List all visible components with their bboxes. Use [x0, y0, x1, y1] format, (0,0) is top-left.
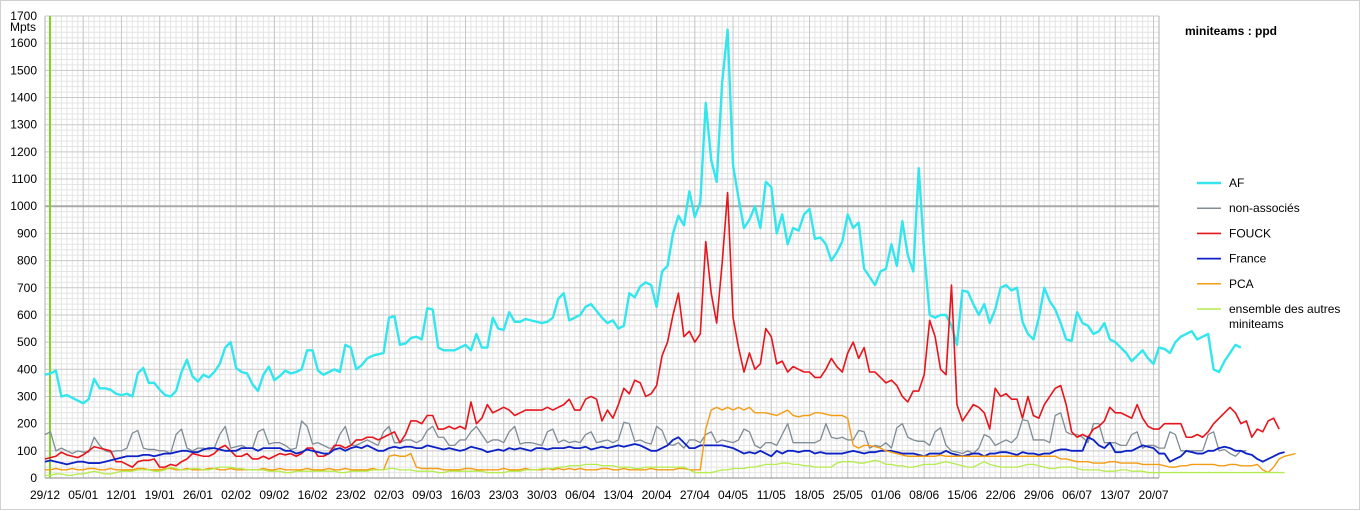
x-tick-label: 09/02	[259, 488, 289, 502]
x-tick-label: 20/04	[642, 488, 672, 502]
legend: AF non-associés FOUCK France PCA ensemble des…	[1197, 176, 1340, 331]
y-tick-label: 1700	[10, 9, 37, 23]
y-tick-label: 300	[17, 389, 37, 403]
y-tick-label: 500	[17, 335, 37, 349]
y-tick-label: 1400	[10, 91, 37, 105]
legend-label: miniteams	[1229, 317, 1284, 331]
y-tick-label: 800	[17, 254, 37, 268]
legend-label: France	[1229, 252, 1267, 266]
x-tick-label: 02/03	[374, 488, 404, 502]
legend-label: AF	[1229, 176, 1244, 190]
y-tick-label: 1500	[10, 63, 37, 77]
x-tick-label: 25/05	[833, 488, 863, 502]
series-line-5	[45, 459, 1285, 476]
y-tick-label: 900	[17, 226, 37, 240]
y-tick-label: 700	[17, 281, 37, 295]
y-tick-label: 100	[17, 444, 37, 458]
y-tick-label: 1300	[10, 118, 37, 132]
legend-label: ensemble des autres	[1229, 302, 1340, 316]
y-axis-title: Mpts	[10, 20, 36, 34]
grid-layer	[45, 15, 1159, 478]
series-line-2	[44, 191, 1280, 468]
x-tick-label: 09/03	[412, 488, 442, 502]
legend-label: non-associés	[1229, 201, 1300, 215]
x-tick-label: 26/01	[183, 488, 213, 502]
series-layer	[44, 28, 1296, 476]
x-tick-label: 11/05	[757, 488, 786, 502]
y-tick-label: 1100	[11, 172, 37, 186]
x-tick-label: 16/03	[450, 488, 480, 502]
chart-title: miniteams : ppd	[1185, 24, 1277, 38]
series-line-1	[44, 412, 1247, 457]
y-tick-label: 1600	[10, 36, 37, 50]
legend-label: FOUCK	[1229, 226, 1271, 240]
x-tick-label: 15/06	[947, 488, 977, 502]
legend-label: PCA	[1229, 277, 1254, 291]
x-tick-label: 18/05	[794, 488, 824, 502]
x-tick-label: 05/01	[68, 488, 98, 502]
y-tick-label: 1200	[10, 145, 37, 159]
y-tick-label: 600	[17, 308, 37, 322]
x-tick-label: 01/06	[871, 488, 901, 502]
x-tick-label: 08/06	[909, 488, 939, 502]
series-line-0	[44, 28, 1242, 405]
x-tick-label: 02/02	[221, 488, 251, 502]
series-line-3	[44, 436, 1285, 466]
x-tick-label: 23/03	[489, 488, 519, 502]
y-tick-label: 200	[17, 417, 37, 431]
x-tick-label: 16/02	[298, 488, 328, 502]
x-tick-label: 19/01	[145, 488, 175, 502]
x-tick-label: 30/03	[527, 488, 557, 502]
x-tick-label: 22/06	[986, 488, 1016, 502]
x-tick-label: 29/12	[30, 488, 60, 502]
x-tick-label: 29/06	[1024, 488, 1054, 502]
y-tick-label: 1000	[10, 199, 37, 213]
x-tick-label: 06/07	[1062, 488, 1092, 502]
x-tick-label: 13/07	[1100, 488, 1130, 502]
y-tick-label: 0	[30, 471, 37, 485]
label-layer: 0 100 200 300 400 500 600 700 800 900 1000 1100 1200…	[10, 9, 1169, 502]
x-tick-label: 06/04	[565, 488, 595, 502]
x-tick-label: 27/04	[680, 488, 710, 502]
axis-layer	[44, 16, 1160, 479]
x-tick-label: 20/07	[1139, 488, 1169, 502]
x-tick-label: 12/01	[106, 488, 136, 502]
x-tick-label: 04/05	[718, 488, 748, 502]
y-tick-label: 400	[17, 362, 37, 376]
x-tick-label: 23/02	[336, 488, 366, 502]
x-tick-label: 13/04	[603, 488, 633, 502]
